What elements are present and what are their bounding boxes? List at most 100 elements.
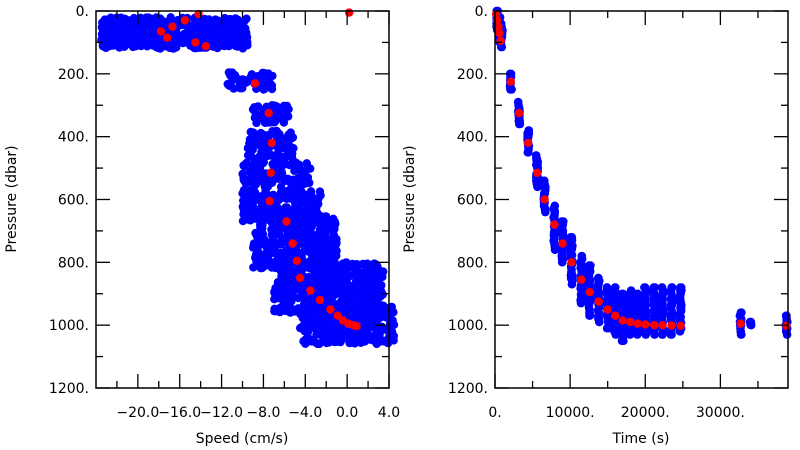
right-chart-panel: 0.200.400.600.800.1000.1200.0. 10000. 2000… xyxy=(402,4,792,447)
left-sample-point xyxy=(375,267,384,277)
left-sample-point xyxy=(300,336,309,345)
left-sample-point xyxy=(154,43,163,53)
left-sample-point xyxy=(194,19,203,28)
left-sample-point xyxy=(376,308,385,318)
left-sample-point xyxy=(307,242,316,251)
left-sample-point xyxy=(273,204,283,213)
left-sample-point xyxy=(295,160,304,169)
left-mean-point xyxy=(295,273,305,283)
left-sample-point xyxy=(220,29,229,38)
left-sample-point xyxy=(341,291,351,300)
left-sample-point xyxy=(307,249,316,258)
right-sample-point xyxy=(641,330,651,339)
left-sample-point xyxy=(281,237,290,246)
left-mean-point xyxy=(345,8,354,17)
left-x-tick-label: −4.0 xyxy=(288,405,322,421)
left-sample-point xyxy=(352,278,361,287)
left-mean-point xyxy=(306,286,315,295)
left-sample-point xyxy=(240,76,249,85)
left-mean-point xyxy=(282,217,291,226)
right-y-tick-label: 0. xyxy=(475,4,488,20)
right-sample-point xyxy=(611,330,620,339)
left-sample-point xyxy=(315,329,325,338)
right-y-axis-label: Pressure (dbar) xyxy=(402,145,418,252)
left-mean-point xyxy=(266,168,275,177)
left-y-tick-label: 600. xyxy=(58,193,89,209)
left-x-tick-label: −8.0 xyxy=(246,405,280,421)
right-sample-point xyxy=(747,321,756,330)
left-sample-point xyxy=(284,186,293,195)
left-sample-point xyxy=(266,80,276,89)
left-sample-point xyxy=(365,277,374,286)
left-sample-point xyxy=(294,204,304,213)
left-mean-point xyxy=(288,239,297,248)
left-sample-point xyxy=(320,212,330,221)
left-sample-point xyxy=(169,39,179,49)
left-sample-point xyxy=(103,27,113,37)
left-sample-point xyxy=(271,109,281,119)
left-sample-point xyxy=(136,41,146,51)
left-sample-point xyxy=(294,293,303,303)
right-mean-point xyxy=(585,288,594,297)
left-sample-point xyxy=(276,152,285,162)
right-mean-point xyxy=(658,321,667,330)
left-mean-point xyxy=(191,38,200,47)
left-sample-point xyxy=(126,40,136,49)
right-sample-point xyxy=(515,119,525,129)
left-sample-point xyxy=(297,166,306,176)
right-y-tick-label: 1200. xyxy=(448,381,488,397)
right-x-tick-label: 10000. xyxy=(546,405,595,421)
left-sample-point xyxy=(339,281,349,290)
right-sample-point xyxy=(657,330,667,339)
right-mean-point xyxy=(540,195,549,204)
left-mean-point xyxy=(264,108,273,118)
right-sample-point xyxy=(576,299,586,308)
left-sample-point xyxy=(238,189,247,198)
left-sample-point xyxy=(256,218,265,227)
right-sample-point xyxy=(594,317,604,327)
left-sample-point xyxy=(290,217,300,226)
left-sample-point xyxy=(270,130,279,139)
right-sample-point xyxy=(541,207,550,217)
left-mean-point xyxy=(326,305,335,314)
left-x-tick-label: −12.0 xyxy=(200,405,243,421)
left-y-tick-label: 800. xyxy=(58,255,89,271)
left-sample-point xyxy=(287,286,297,295)
left-chart-panel: 0. 200. 400. 600. 800. 1000. 1200. −20.0−16.0−1… xyxy=(4,4,400,447)
left-sample-point xyxy=(228,22,237,31)
left-sample-point xyxy=(343,303,352,312)
right-sample-point xyxy=(626,330,635,339)
right-y-tick-label: 400. xyxy=(457,130,488,146)
left-x-tick-label: −16.0 xyxy=(158,405,201,421)
left-sample-point xyxy=(299,231,308,240)
left-sample-point xyxy=(308,310,317,320)
left-sample-point xyxy=(354,260,364,270)
left-sample-point xyxy=(263,259,272,268)
left-sample-point xyxy=(277,169,287,179)
left-sample-point xyxy=(257,225,266,234)
left-sample-point xyxy=(276,303,285,312)
right-sample-point xyxy=(567,280,577,289)
left-mean-point xyxy=(163,33,172,42)
left-sample-point xyxy=(253,102,263,111)
right-sample-point xyxy=(633,330,642,339)
left-sample-point xyxy=(276,266,285,276)
left-sample-point xyxy=(312,197,321,207)
left-sample-point xyxy=(307,294,316,303)
left-sample-point xyxy=(253,256,262,265)
left-sample-point xyxy=(317,224,326,234)
left-mean-point xyxy=(315,295,325,305)
left-sample-point xyxy=(245,186,254,195)
left-sample-point xyxy=(126,28,135,37)
left-sample-point xyxy=(252,231,261,240)
right-x-axis-label: Time (s) xyxy=(612,431,670,447)
left-sample-point xyxy=(237,83,247,92)
left-mean-point xyxy=(156,27,166,36)
left-sample-point xyxy=(245,139,254,148)
right-x-tick-label: 20000. xyxy=(621,405,670,421)
left-sample-point xyxy=(103,18,112,27)
left-sample-point xyxy=(290,192,299,201)
left-sample-point xyxy=(270,118,279,127)
left-sample-point xyxy=(360,330,370,340)
right-sample-point xyxy=(507,85,516,94)
